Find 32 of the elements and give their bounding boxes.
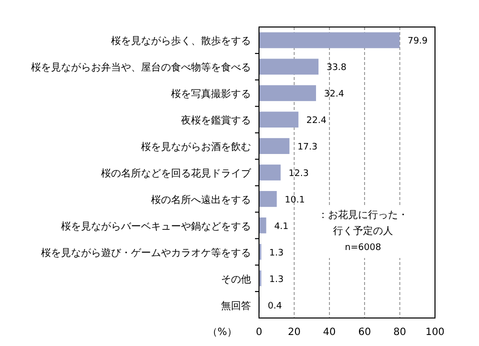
data-label: 1.3: [269, 248, 284, 258]
data-label: 0.4: [268, 301, 282, 312]
y-tick-label: 桜を写真撮影する: [171, 88, 251, 100]
y-tick-label: 桜を見ながらお酒を飲む: [141, 141, 251, 154]
x-tick-label: 40: [323, 327, 336, 338]
data-label: 22.4: [306, 116, 327, 126]
x-tick-label: 20: [288, 327, 301, 338]
data-label: 79.9: [408, 36, 428, 47]
y-tick-label: 桜を見ながら歩く、散歩をする: [111, 35, 251, 48]
y-tick-label: 桜を見ながらバーベキューや鍋などをする: [61, 220, 251, 232]
data-label: 33.8: [326, 63, 347, 74]
data-label: 10.1: [284, 195, 305, 206]
x-axis-title: （%）: [207, 327, 237, 338]
data-label: 17.3: [297, 142, 318, 153]
y-tick-label: 桜を見ながら遊び・ゲームやカラオケ等をする: [41, 246, 251, 259]
annotation: n=6008: [344, 243, 382, 253]
x-tick-label: 0: [256, 327, 262, 338]
data-label: 4.1: [274, 222, 289, 232]
y-tick-label: 桜の名所などを回る花見ドライブ: [101, 168, 252, 180]
x-tick-label: 80: [393, 327, 406, 338]
annotation: 行く予定の人: [333, 225, 393, 237]
y-tick-label: 夜桜を鑑賞する: [181, 114, 251, 127]
y-tick-label: 無回答: [221, 300, 251, 312]
y-tick-label: 桜の名所へ遠出をする: [151, 194, 251, 206]
y-tick-label: 桜を見ながらお弁当や、屋台の食べ物等を食べる: [31, 62, 251, 74]
annotation: ：お花見に行った・: [318, 209, 408, 221]
x-tick-label: 100: [425, 327, 445, 338]
x-tick-label: 60: [358, 327, 371, 338]
data-label: 1.3: [269, 274, 284, 285]
data-label: 12.3: [288, 169, 309, 179]
data-label: 32.4: [324, 90, 344, 100]
y-tick-label: その他: [221, 273, 251, 286]
